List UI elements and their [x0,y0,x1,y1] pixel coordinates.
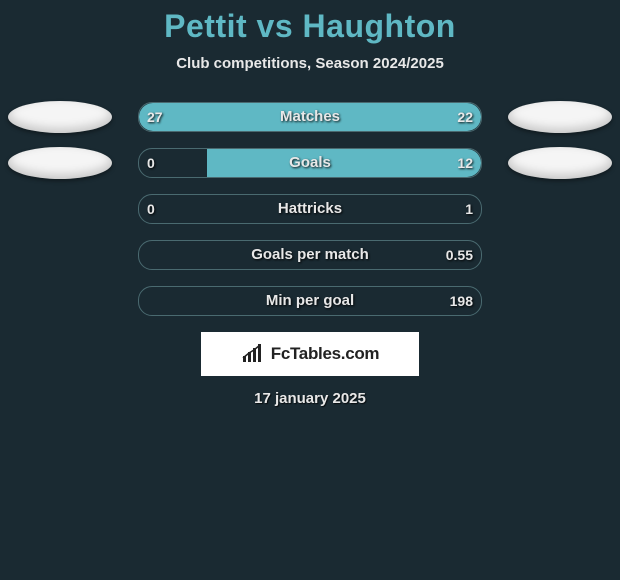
brand-badge[interactable]: FcTables.com [201,332,419,376]
player2-disc-icon [508,147,612,179]
vs-separator: vs [257,8,294,44]
page-title: Pettit vs Haughton [0,8,620,45]
subtitle: Club competitions, Season 2024/2025 [0,55,620,72]
stat-row: 198Min per goal [0,284,620,318]
player1-name: Pettit [164,8,247,44]
stat-row: 01Hattricks [0,192,620,226]
stat-bar: 01Hattricks [138,194,482,224]
stat-label: Hattricks [139,195,481,223]
player1-disc-icon [8,101,112,133]
stat-bar: 0.55Goals per match [138,240,482,270]
player1-disc-icon [8,147,112,179]
bar-chart-icon [241,344,267,364]
player2-disc-icon [508,101,612,133]
stat-bar: 2722Matches [138,102,482,132]
stat-label: Min per goal [139,287,481,315]
stat-label: Goals [139,149,481,177]
player2-name: Haughton [303,8,456,44]
brand-text: FcTables.com [271,344,380,364]
stat-bar: 012Goals [138,148,482,178]
stat-row: 0.55Goals per match [0,238,620,272]
stat-label: Goals per match [139,241,481,269]
stats-list: 2722Matches 012Goals 01Hattricks 0.55Goals … [0,100,620,318]
stat-row: 012Goals [0,146,620,180]
container: Pettit vs Haughton Club competitions, Se… [0,0,620,407]
stat-row: 2722Matches [0,100,620,134]
stat-bar: 198Min per goal [138,286,482,316]
stat-label: Matches [139,103,481,131]
footer-date: 17 january 2025 [0,390,620,407]
